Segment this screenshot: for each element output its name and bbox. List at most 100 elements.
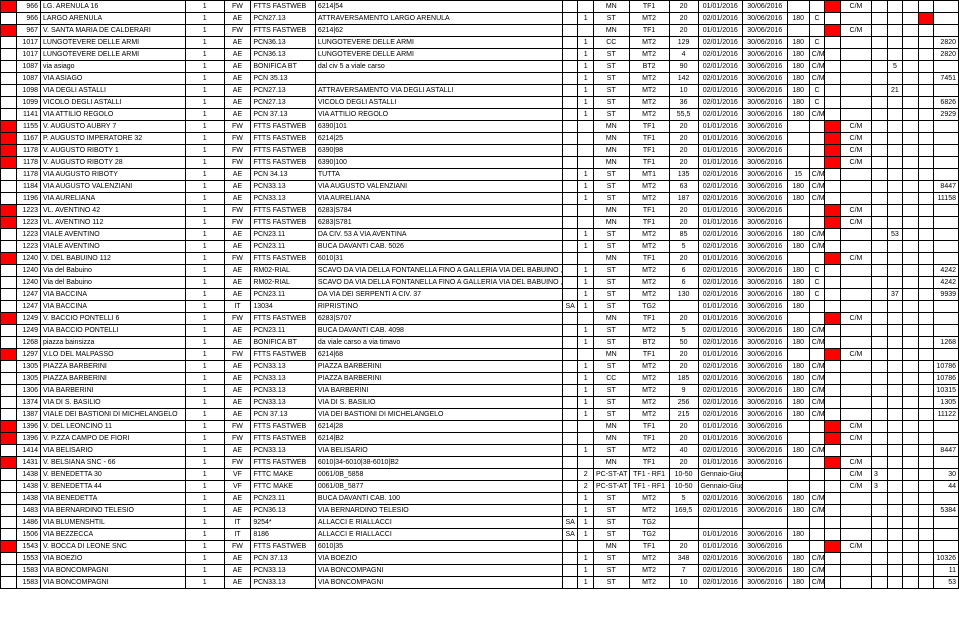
- cell: [918, 145, 934, 157]
- cell: [787, 253, 809, 265]
- table-row: 1087VIA ASIAGO1AEPCN 35.131STMT214202/01…: [1, 73, 959, 85]
- cell: 180: [787, 109, 809, 121]
- cell: SCAVO DA VIA DELLA FONTANELLA FINO A GAL…: [315, 265, 562, 277]
- cell: [1, 37, 17, 49]
- cell: 85: [669, 229, 698, 241]
- cell: [918, 517, 934, 529]
- table-row: 1098VIA DEGLI ASTALLI1AEPCN27.13ATTRAVER…: [1, 85, 959, 97]
- cell: FTTS FASTWEB: [251, 1, 316, 13]
- cell: [872, 217, 888, 229]
- cell: 1: [185, 49, 224, 61]
- cell: [562, 25, 578, 37]
- cell: 1: [185, 445, 224, 457]
- cell: [903, 121, 919, 133]
- cell: [1, 13, 17, 25]
- table-row: 1240V. DEL BABUINO 1121FWFTTS FASTWEB601…: [1, 253, 959, 265]
- cell: [903, 61, 919, 73]
- cell: 63: [669, 181, 698, 193]
- cell: SA: [562, 529, 578, 541]
- cell: 02/01/2016: [698, 397, 743, 409]
- cell: [903, 157, 919, 169]
- cell: MN: [593, 157, 629, 169]
- cell: ST: [593, 289, 629, 301]
- cell: [918, 313, 934, 325]
- cell: 20: [669, 1, 698, 13]
- table-row: 1506VIA BEZZECCA1IT8186ALLACCI E RIALLAC…: [1, 529, 959, 541]
- table-row: 1223VIALE AVENTINO1AEPCN23.11DA CIV. 53 …: [1, 229, 959, 241]
- cell: MN: [593, 313, 629, 325]
- cell: 180: [787, 337, 809, 349]
- cell: 1087: [16, 61, 40, 73]
- cell: MT2: [629, 85, 669, 97]
- cell: [934, 301, 959, 313]
- cell: VIA ATTILIO REGOLO: [41, 109, 186, 121]
- cell: [887, 505, 903, 517]
- cell: 1: [578, 409, 594, 421]
- table-row: 1268piazza bainsizza1AEBONIFICA BTda via…: [1, 337, 959, 349]
- cell: VIA BONCOMPAGNI: [315, 577, 562, 589]
- cell: 2820: [934, 49, 959, 61]
- cell: 20: [669, 433, 698, 445]
- cell: [840, 445, 871, 457]
- cell: [578, 145, 594, 157]
- cell: VIA BELISARIO: [315, 445, 562, 457]
- cell: 36: [669, 97, 698, 109]
- cell: [787, 157, 809, 169]
- cell: 30/06/2016: [743, 73, 788, 85]
- cell: 1: [185, 25, 224, 37]
- cell: 40: [669, 445, 698, 457]
- cell: [562, 85, 578, 97]
- cell: [903, 313, 919, 325]
- cell: [1, 61, 17, 73]
- cell: C/M: [840, 157, 871, 169]
- cell: [887, 133, 903, 145]
- cell: PCN33.13: [251, 577, 316, 589]
- cell: VIA BOEZIO: [315, 553, 562, 565]
- cell: C/M: [840, 481, 871, 493]
- cell: 2: [578, 469, 594, 481]
- cell: [887, 97, 903, 109]
- cell: [578, 541, 594, 553]
- cell: FTTS FASTWEB: [251, 349, 316, 361]
- cell: 9939: [934, 289, 959, 301]
- cell: [918, 109, 934, 121]
- cell: AE: [224, 565, 251, 577]
- cell: 1223: [16, 217, 40, 229]
- cell: [578, 457, 594, 469]
- cell: SCAVO DA VIA DELLA FONTANELLA FINO A GAL…: [315, 277, 562, 289]
- cell: [887, 421, 903, 433]
- cell: [787, 25, 809, 37]
- cell: 1: [185, 169, 224, 181]
- cell: 142: [669, 73, 698, 85]
- cell: [872, 25, 888, 37]
- cell: [1, 73, 17, 85]
- cell: [918, 469, 934, 481]
- cell: [787, 469, 809, 481]
- cell: C/M: [840, 433, 871, 445]
- cell: TF1: [629, 205, 669, 217]
- cell: [887, 169, 903, 181]
- cell: [809, 253, 825, 265]
- cell: [903, 349, 919, 361]
- cell: 30: [934, 469, 959, 481]
- cell: AE: [224, 169, 251, 181]
- cell: [840, 325, 871, 337]
- cell: [903, 325, 919, 337]
- cell: 02/01/2016: [698, 37, 743, 49]
- cell: TF1: [629, 25, 669, 37]
- cell: MN: [593, 205, 629, 217]
- cell: 1: [578, 109, 594, 121]
- cell: 02/01/2016: [698, 577, 743, 589]
- cell: 30/06/2016: [743, 433, 788, 445]
- cell: 6: [669, 265, 698, 277]
- table-row: 1483VIA BERNARDINO TELESIO1AEPCN36.13VIA…: [1, 505, 959, 517]
- cell: [918, 181, 934, 193]
- cell: C/M: [840, 421, 871, 433]
- cell: 30/06/2016: [743, 445, 788, 457]
- cell: [918, 157, 934, 169]
- cell: FW: [224, 541, 251, 553]
- cell: [903, 181, 919, 193]
- cell: 20: [669, 145, 698, 157]
- cell: 967: [16, 25, 40, 37]
- cell: 01/01/2016: [698, 313, 743, 325]
